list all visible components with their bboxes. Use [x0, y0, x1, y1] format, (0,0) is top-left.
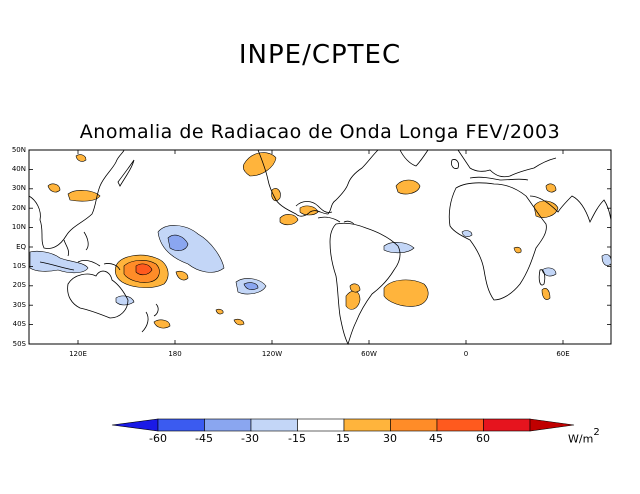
coastline-australia — [67, 270, 129, 319]
colorbar — [111, 418, 575, 432]
colorbar-label-15: 15 — [336, 432, 350, 445]
coastline-europe — [457, 149, 557, 178]
colorbar-arrow-high — [529, 418, 575, 432]
colorbar-box-5 — [390, 418, 438, 432]
pos-anomaly-pacific-small-1 — [47, 183, 61, 193]
colorbar-box-3 — [297, 418, 345, 432]
colorbar-label-30: 30 — [383, 432, 397, 445]
colorbar-box-4 — [343, 418, 391, 432]
lon-label-120w: 120W — [261, 350, 283, 358]
coastline-new-zealand — [141, 303, 159, 333]
colorbar-label-neg60: -60 — [149, 432, 167, 445]
neg-anomaly-nw-pacific — [29, 250, 89, 274]
coastline-north-america — [257, 149, 379, 217]
colorbar-box-7 — [483, 418, 531, 432]
lat-label-50s: 50S — [12, 340, 26, 348]
colorbar-box-6 — [436, 418, 484, 432]
pos-anomaly-madagascar — [541, 288, 551, 300]
neg-anomaly-australia — [115, 295, 135, 306]
coastline-south-america — [329, 222, 401, 346]
colorbar-label-60: 60 — [476, 432, 490, 445]
lat-label-30s: 30S — [12, 301, 26, 309]
pos-anomaly-africa-dot — [513, 246, 522, 254]
coastline-africa — [448, 182, 547, 301]
pos-anomaly-north-pacific — [242, 152, 277, 177]
pos-anomaly-pacific-north-small — [75, 154, 87, 162]
colorbar-label-neg15: -15 — [288, 432, 306, 445]
coastline-mediterranean — [469, 176, 529, 181]
pos-anomaly-central-america — [271, 188, 281, 202]
pos-anomaly-south-pacific-small — [233, 318, 245, 326]
lat-label-20n: 20N — [11, 204, 26, 212]
lon-label-60e: 60E — [556, 350, 570, 358]
colorbar-box-2 — [250, 418, 298, 432]
lon-label-180: 180 — [168, 350, 182, 358]
lat-label-40s: 40S — [12, 320, 26, 328]
map-title: Anomalia de Radiacao de Onda Longa FEV/2… — [79, 121, 561, 143]
lat-label-40n: 40N — [11, 165, 26, 173]
pos-anomaly-south-america-west — [349, 283, 361, 293]
neg-anomaly-south-pacific-core — [243, 282, 259, 290]
colorbar-box-0 — [157, 418, 205, 432]
organization-title: INPE/CPTEC — [238, 40, 402, 70]
pos-anomaly-east-pacific-1 — [279, 214, 299, 226]
colorbar-unit: W/m2 — [568, 427, 600, 446]
pos-anomaly-south-america-south — [345, 290, 361, 310]
colorbar-label-45: 45 — [429, 432, 443, 445]
neg-anomaly-central-pacific-core — [167, 234, 189, 251]
coastline-gulf-mexico — [295, 201, 333, 213]
pos-anomaly-east-pacific-2 — [299, 205, 319, 216]
lat-label-10s: 10S — [12, 262, 26, 270]
coastline-caribbean — [317, 216, 355, 225]
lat-label-eq: EQ — [16, 243, 26, 251]
axis-ticks — [29, 149, 611, 345]
lat-label-20s: 20S — [12, 281, 26, 289]
pos-anomaly-pacific-south-small — [175, 270, 189, 281]
lat-label-30n: 30N — [11, 184, 26, 192]
coastline-madagascar — [538, 269, 546, 286]
pos-anomaly-west-pacific-north — [67, 190, 101, 202]
pos-anomaly-north-atlantic — [395, 179, 421, 195]
colorbar-label-neg30: -30 — [241, 432, 259, 445]
coastline-indonesia — [39, 231, 121, 271]
lat-label-10n: 10N — [11, 223, 26, 231]
coastline-japan — [117, 159, 135, 187]
lon-label-120e: 120E — [69, 350, 87, 358]
pos-anomaly-tasman — [153, 319, 171, 329]
neg-anomaly-indian-ocean — [601, 254, 612, 266]
lon-label-0: 0 — [463, 350, 469, 358]
pos-anomaly-india-north — [545, 183, 557, 193]
colorbar-label-neg45: -45 — [195, 432, 213, 445]
lat-label-50n: 50N — [11, 146, 26, 154]
coastline-greenland — [399, 149, 429, 167]
map-frame — [28, 149, 612, 345]
lon-label-60w: 60W — [361, 350, 377, 358]
coastline-british-isles — [451, 159, 459, 169]
coastline-arabia-india — [529, 195, 612, 224]
pos-anomaly-brazil — [383, 279, 429, 307]
neg-anomaly-small-atlantic — [461, 230, 473, 237]
coastline-east-asia — [28, 149, 125, 249]
pos-anomaly-pacific-dot — [215, 308, 224, 315]
pos-anomaly-warm-pool-core — [135, 263, 153, 276]
colorbar-box-1 — [204, 418, 252, 432]
colorbar-arrow-low — [111, 418, 159, 432]
